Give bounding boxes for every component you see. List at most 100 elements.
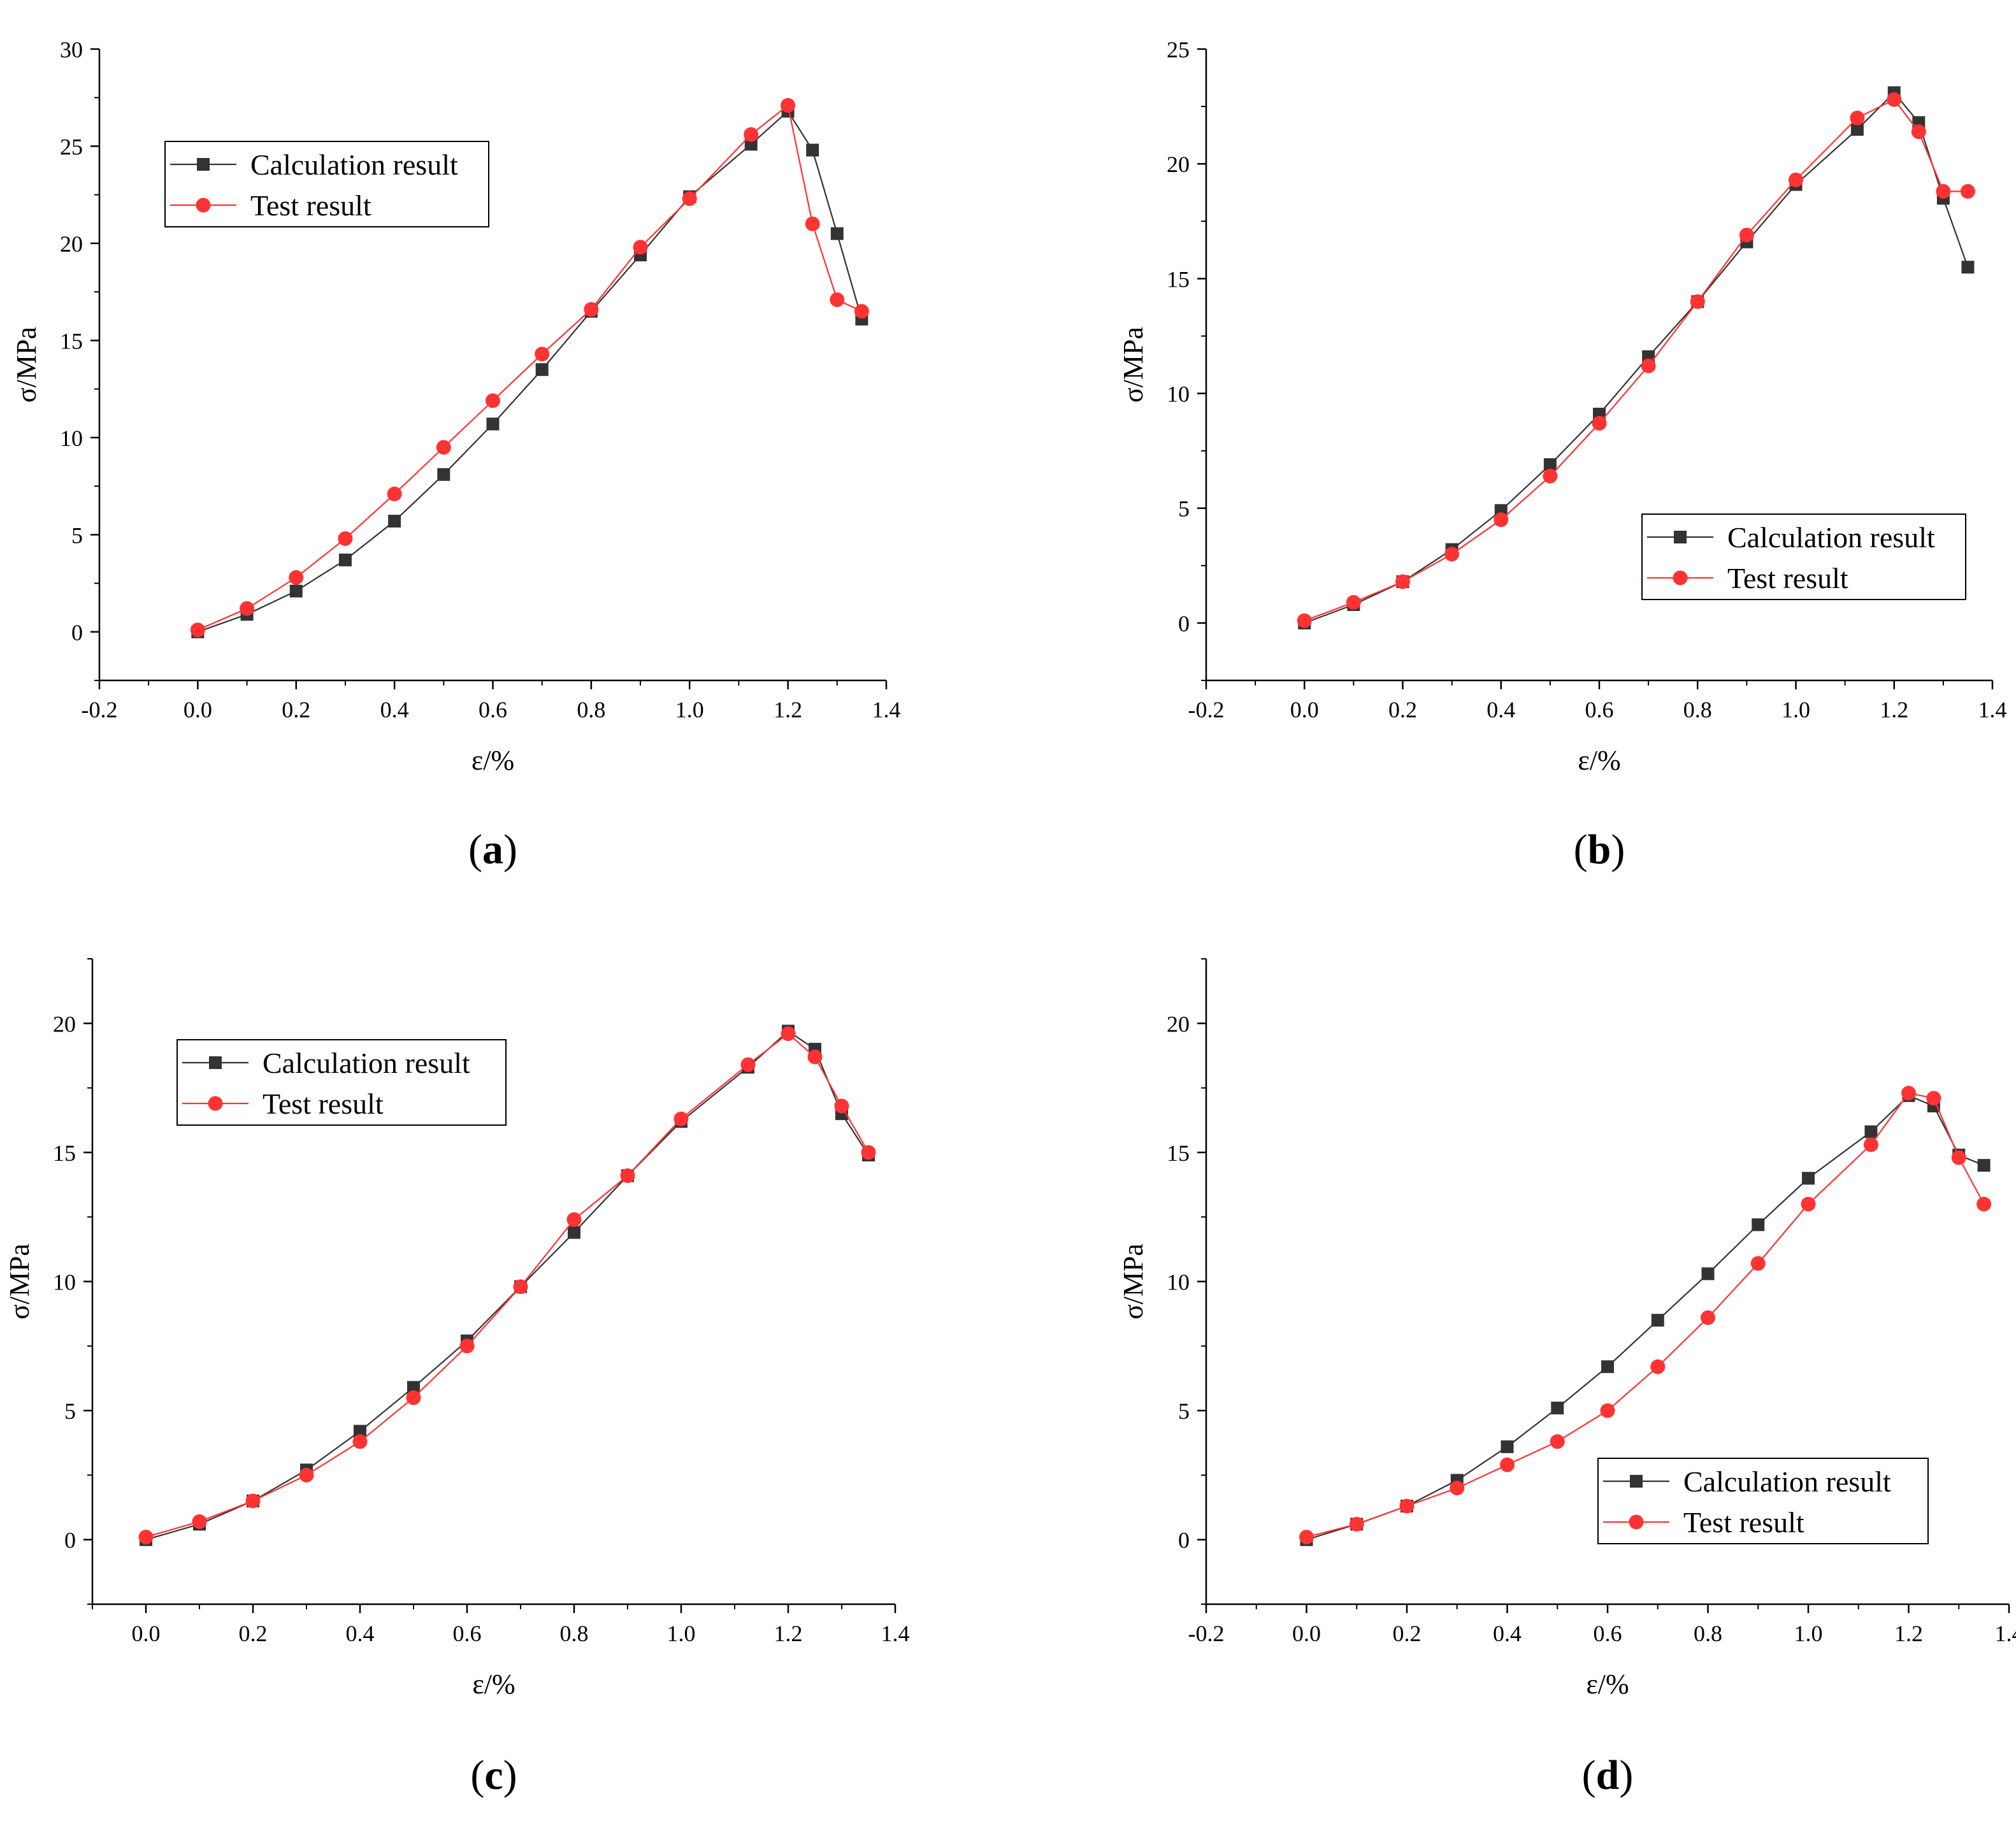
series-line-calculation <box>145 1030 869 1540</box>
series-line-test <box>1304 98 1968 622</box>
calculation-point <box>1961 261 1975 274</box>
panel-label-paren-open: ( <box>1582 1752 1596 1799</box>
x-tick-label: 1.0 <box>1782 697 1810 722</box>
panel-label-paren-open: ( <box>470 1752 484 1799</box>
test-point <box>854 304 869 319</box>
x-tick-label: 0.6 <box>1585 697 1614 722</box>
calculation-point <box>1601 1360 1614 1374</box>
test-point <box>1801 1196 1816 1212</box>
calculation-point <box>1752 1218 1765 1232</box>
test-point <box>633 240 648 255</box>
x-tick-label: 0.6 <box>453 1621 482 1646</box>
x-tick-label: 0.2 <box>239 1621 268 1646</box>
y-tick-label: 20 <box>53 1011 76 1037</box>
calculation-point <box>830 227 844 240</box>
panel-label-paren-close: ) <box>1611 826 1625 873</box>
y-tick-label: 5 <box>64 1398 76 1424</box>
test-point <box>436 440 451 455</box>
y-tick-label: 10 <box>53 1270 76 1295</box>
series-line-test <box>197 104 862 631</box>
legend-marker-circle <box>1673 570 1688 585</box>
test-point <box>459 1339 475 1354</box>
test-point <box>1349 1516 1364 1532</box>
test-point <box>1494 512 1509 528</box>
test-point <box>1911 124 1926 140</box>
x-tick-label: 0.4 <box>1493 1621 1522 1646</box>
y-tick-label: 0 <box>64 1528 76 1553</box>
test-point <box>1789 172 1803 187</box>
calculation-point <box>1543 458 1557 471</box>
test-point <box>240 601 255 616</box>
test-point <box>138 1530 154 1545</box>
x-tick-label: 1.2 <box>774 1621 803 1646</box>
test-point <box>744 127 759 142</box>
test-point <box>1500 1457 1515 1472</box>
panel-label: (b) <box>1574 826 1625 873</box>
test-point <box>1739 227 1754 243</box>
y-tick-label: 10 <box>1167 382 1190 407</box>
test-point <box>781 97 796 113</box>
test-point <box>805 216 820 231</box>
test-point <box>1399 1498 1415 1514</box>
test-point <box>620 1168 635 1183</box>
test-point <box>861 1145 876 1160</box>
calculation-point <box>568 1226 580 1239</box>
test-point <box>1926 1091 1941 1106</box>
calculation-point <box>407 1381 420 1394</box>
legend-marker-circle <box>208 1096 223 1111</box>
calculation-point <box>1701 1267 1715 1281</box>
test-point <box>1592 415 1607 431</box>
y-axis-title: σ/MPa <box>1118 327 1149 403</box>
test-point <box>566 1212 582 1227</box>
x-tick-label: 0.6 <box>1594 1621 1622 1646</box>
y-tick-label: 15 <box>1167 1140 1190 1166</box>
panel-label-letter: a <box>482 826 503 873</box>
chart-panel-d: -0.2 0.0 0.2 0.4 0.6 0.8 1.0 1.2 1.4 0 5 10 15 20 ε/% σ… <box>1118 958 2016 1799</box>
calculation-point <box>1501 1440 1514 1453</box>
calculation-point <box>338 553 352 566</box>
test-point <box>1444 547 1460 562</box>
test-point <box>1550 1434 1565 1449</box>
x-tick-label: 1.0 <box>1794 1621 1823 1646</box>
x-axis-title: ε/% <box>1578 745 1620 776</box>
test-point <box>1750 1256 1766 1271</box>
panel-label-letter: b <box>1588 826 1611 873</box>
test-point <box>192 1514 207 1529</box>
legend-label: Test result <box>1683 1506 1804 1539</box>
y-tick-label: 10 <box>60 426 83 451</box>
legend-label: Test result <box>1727 562 1848 594</box>
calculation-point <box>1850 123 1864 136</box>
x-tick-label: 1.2 <box>1880 697 1908 722</box>
calculation-point <box>486 417 500 431</box>
chart-panel-a: -0.2 0.0 0.2 0.4 0.6 0.8 1.0 1.2 1.4 0 5 10 15 20 25 30… <box>11 37 901 873</box>
x-tick-label: 0.8 <box>577 697 605 722</box>
test-point <box>289 570 304 585</box>
x-tick-label: 0.0 <box>1290 697 1319 722</box>
calculation-point <box>437 468 450 481</box>
panel-label-letter: c <box>484 1752 503 1799</box>
series-line-test <box>1306 1092 1985 1538</box>
test-point <box>1641 358 1656 373</box>
y-tick-label: 15 <box>60 328 83 354</box>
series-line-calculation <box>1304 91 1969 624</box>
x-tick-label: 0.8 <box>1694 1621 1722 1646</box>
test-point <box>834 1098 849 1114</box>
calculation-point <box>388 514 401 528</box>
legend-marker-square <box>209 1056 222 1069</box>
test-point <box>1850 110 1865 126</box>
x-tick-label: 0.2 <box>1388 697 1417 722</box>
y-axis-title: σ/MPa <box>11 327 42 403</box>
x-tick-label: 0.2 <box>1393 1621 1422 1646</box>
panel-label: (d) <box>1582 1752 1634 1799</box>
y-tick-label: 20 <box>1167 1011 1190 1037</box>
x-axis-title: ε/% <box>1586 1669 1629 1700</box>
test-point <box>406 1390 421 1405</box>
y-tick-label: 5 <box>1178 496 1190 522</box>
x-tick-label: 0.0 <box>184 697 212 722</box>
y-tick-label: 15 <box>1167 266 1190 292</box>
y-tick-label: 25 <box>1167 37 1190 62</box>
x-tick-label: 0.4 <box>346 1621 375 1646</box>
test-point <box>299 1467 314 1483</box>
legend: Calculation result Test result <box>176 1039 507 1126</box>
